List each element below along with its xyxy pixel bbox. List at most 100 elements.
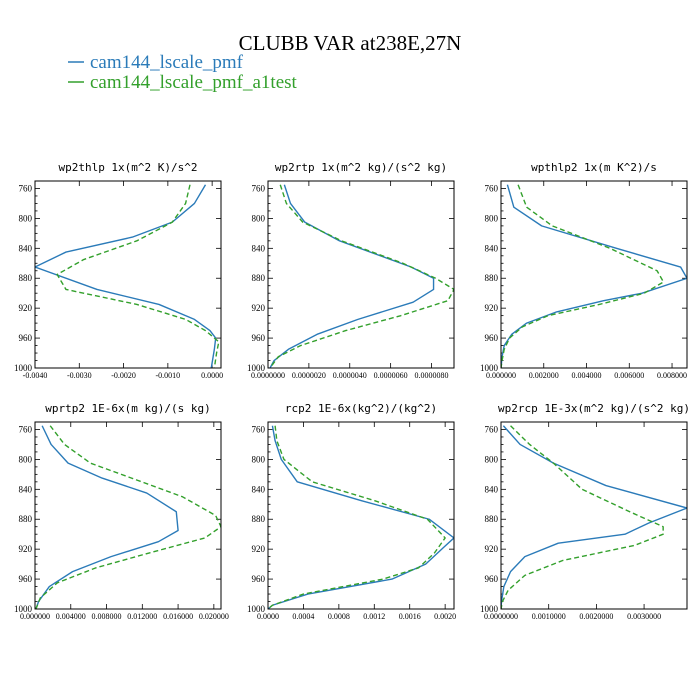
y-tick-label: 840 [19,484,33,494]
series-line-2 [501,184,665,368]
x-tick-label: 0.006000 [614,371,644,380]
panel-frame [267,421,455,610]
x-tick-label: 0.0000 [257,612,279,621]
y-tick-label: 1000 [14,363,33,373]
x-tick-label: 0.004000 [56,612,86,621]
y-tick-label: 920 [19,544,33,554]
y-tick-label: 960 [485,333,499,343]
panel-frame [500,180,688,369]
y-tick-label: 840 [485,243,499,253]
x-tick-label: 0.000000 [20,612,50,621]
y-tick-label: 800 [485,454,499,464]
panel-title: wp2rtp 1x(m^2 kg)/(s^2 kg) [275,161,447,174]
x-tick-label: 0.012000 [127,612,157,621]
series-line-1 [501,184,687,368]
y-tick-label: 880 [252,514,266,524]
series-line-1 [35,184,217,368]
y-tick-label: 920 [19,303,33,313]
y-tick-label: 760 [252,424,266,434]
y-tick-label: 880 [485,273,499,283]
x-tick-label: 0.0000060 [374,371,408,380]
y-tick-label: 760 [485,183,499,193]
panel-frame [34,421,222,610]
panel-title: rcp2 1E-6x(kg^2)/(kg^2) [285,402,437,415]
series-line-2 [501,425,664,609]
panel-5: rcp2 1E-6x(kg^2)/(kg^2) 760 800 840 880 920 96… [247,402,456,621]
y-tick-label: 760 [19,183,33,193]
y-tick-label: 960 [19,574,33,584]
series-line-2 [268,425,446,609]
y-tick-label: 880 [485,514,499,524]
series-line-1 [268,425,454,609]
x-tick-label: 0.0012 [363,612,385,621]
x-tick-label: 0.008000 [92,612,122,621]
y-tick-label: 1000 [247,604,266,614]
x-tick-label: 0.016000 [163,612,193,621]
x-tick-label: 0.0020000 [579,612,613,621]
panel-title: wp2rcp 1E-3x(m^2 kg)/(s^2 kg) [498,402,690,415]
y-tick-label: 800 [19,454,33,464]
y-tick-label: 1000 [247,363,266,373]
y-tick-label: 760 [252,183,266,193]
x-tick-label: -0.0010 [156,371,181,380]
series-line-2 [35,425,221,609]
x-tick-label: 0.0000000 [484,612,518,621]
x-tick-label: 0.0000020 [292,371,326,380]
x-tick-label: 0.0000080 [415,371,449,380]
y-tick-label: 800 [19,213,33,223]
y-tick-label: 960 [19,333,33,343]
y-tick-label: 1000 [480,604,499,614]
panel-frame [34,180,222,369]
x-tick-label: 0.000000 [486,371,516,380]
x-tick-label: 0.0030000 [627,612,661,621]
panel-1: wp2thlp 1x(m^2 K)/s^2 760 800 840 880 920 960 1… [14,161,223,380]
x-tick-label: 0.0000040 [333,371,367,380]
y-tick-label: 920 [252,544,266,554]
y-tick-label: 1000 [480,363,499,373]
x-tick-label: 0.0010000 [532,612,566,621]
series-line-1 [501,425,687,609]
series-line-1 [269,184,435,368]
y-tick-label: 960 [252,333,266,343]
y-tick-label: 800 [252,454,266,464]
x-tick-label: -0.0030 [67,371,92,380]
x-tick-label: 0.020000 [199,612,229,621]
panel-6: wp2rcp 1E-3x(m^2 kg)/(s^2 kg) 760 800 840 88… [480,402,690,621]
y-tick-label: 920 [485,303,499,313]
y-tick-label: 760 [485,424,499,434]
series-line-1 [35,425,179,609]
panel-title: wp2thlp 1x(m^2 K)/s^2 [58,161,197,174]
y-tick-label: 880 [19,273,33,283]
panel-3: wpthlp2 1x(m K^2)/s 760 800 840 880 920 960 100… [480,161,688,380]
x-tick-label: 0.002000 [529,371,559,380]
x-tick-label: 0.004000 [572,371,602,380]
panel-frame [500,421,688,610]
y-tick-label: 880 [19,514,33,524]
y-tick-label: 920 [252,303,266,313]
y-tick-label: 960 [252,574,266,584]
y-tick-label: 840 [19,243,33,253]
x-tick-label: 0.0008 [328,612,350,621]
y-tick-label: 1000 [14,604,33,614]
x-tick-label: 0.008000 [657,371,687,380]
y-tick-label: 800 [252,213,266,223]
figure-title: CLUBB VAR at238E,27N [239,31,462,55]
x-tick-label: 0.0000000 [251,371,285,380]
y-tick-label: 960 [485,574,499,584]
y-tick-label: 920 [485,544,499,554]
panels: wp2thlp 1x(m^2 K)/s^2 760 800 840 880 920 960 1… [14,161,690,621]
y-tick-label: 840 [252,484,266,494]
x-tick-label: -0.0040 [23,371,48,380]
panel-title: wpthlp2 1x(m K^2)/s [531,161,657,174]
y-tick-label: 800 [485,213,499,223]
y-tick-label: 880 [252,273,266,283]
legend-label-series-1: cam144_lscale_pmf [90,52,244,73]
panel-4: wprtp2 1E-6x(m kg)/(s kg) 760 800 840 880 920… [14,402,229,621]
y-tick-label: 840 [485,484,499,494]
x-tick-label: 0.0000 [201,371,223,380]
x-tick-label: 0.0016 [399,612,421,621]
panel-2: wp2rtp 1x(m^2 kg)/(s^2 kg) 760 800 840 880 92… [247,161,455,380]
legend: cam144_lscale_pmf cam144_lscale_pmf_a1te… [68,52,298,93]
panel-title: wprtp2 1E-6x(m kg)/(s kg) [45,402,211,415]
